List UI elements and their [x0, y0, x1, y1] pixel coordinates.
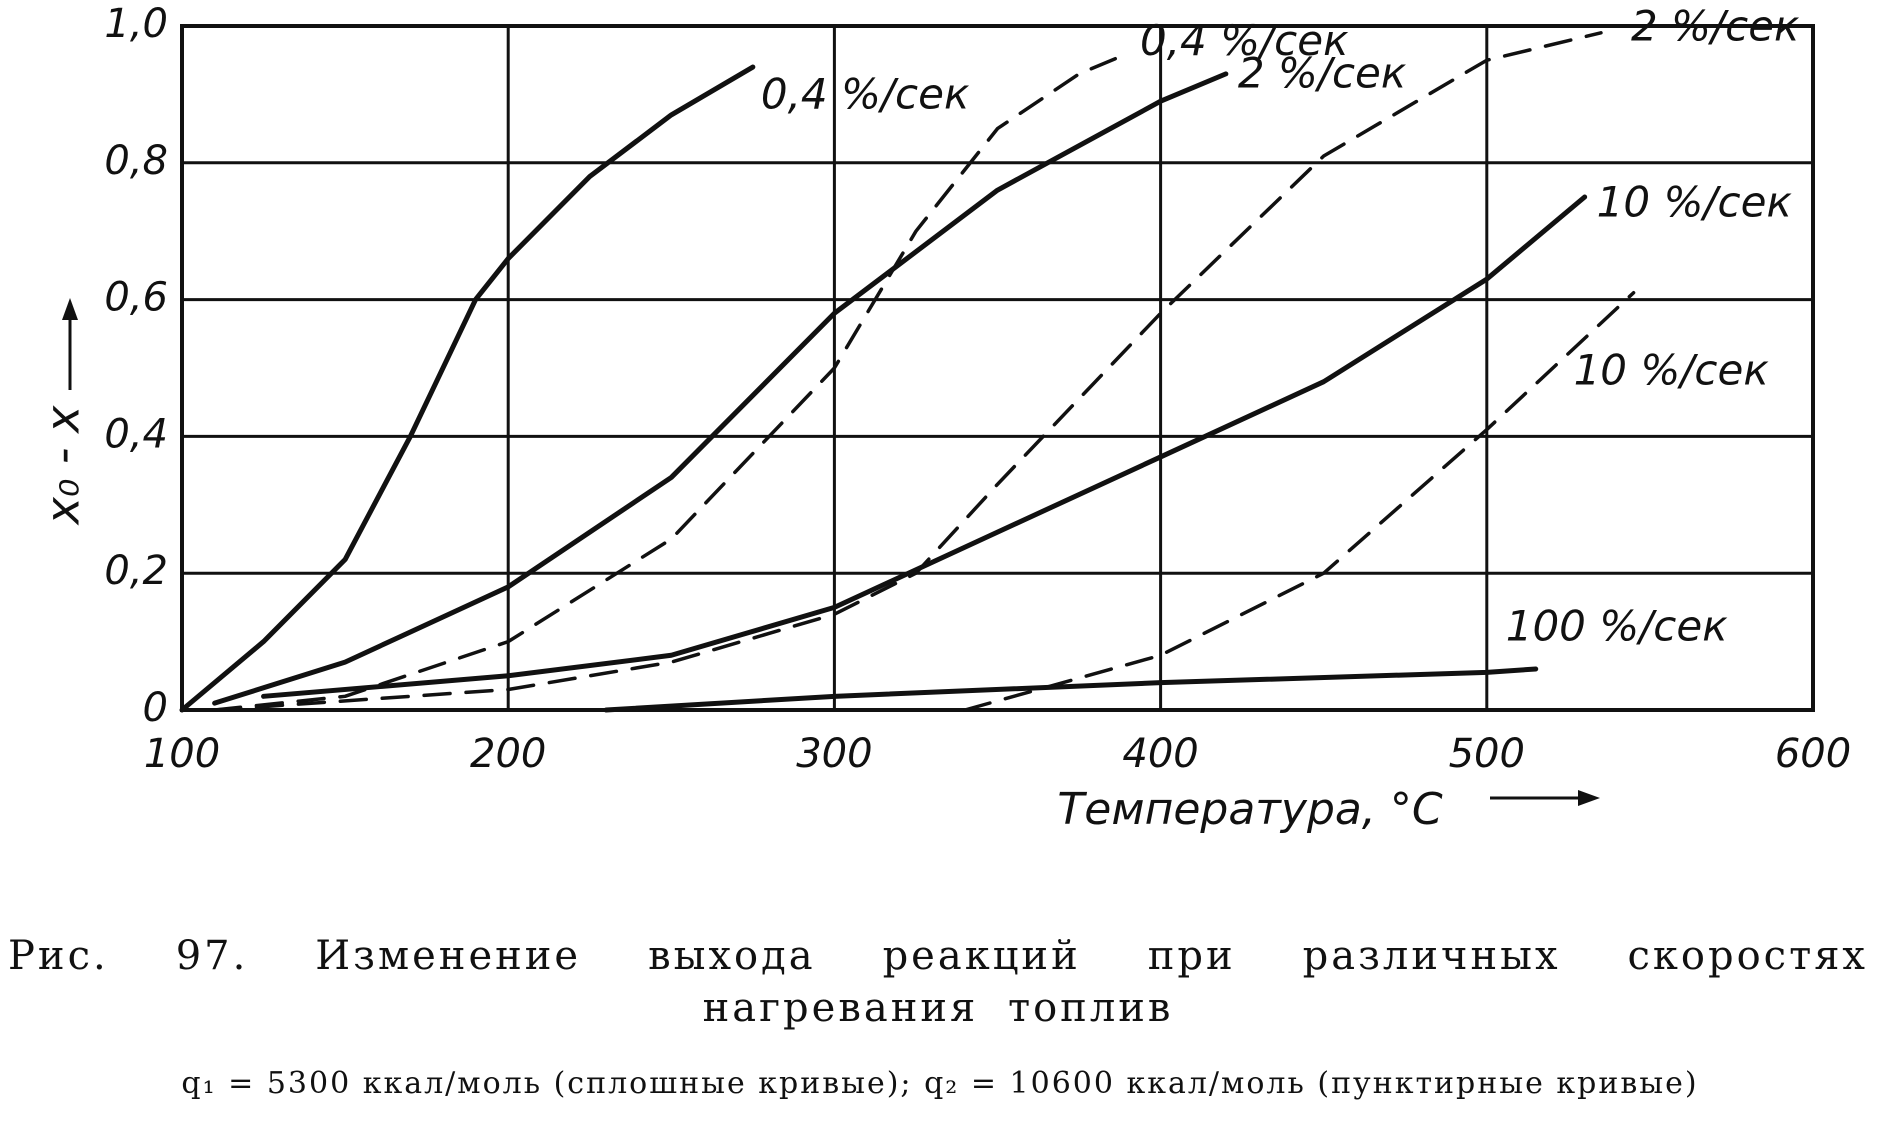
- y-tick-label: 0,4: [104, 411, 168, 457]
- caption: Рис. 97. Изменение выхода реакций при ра…: [8, 933, 1868, 1031]
- x-tick-label: 300: [796, 731, 872, 777]
- plot-frame: [180, 24, 1815, 712]
- curve: [261, 194, 1588, 699]
- subcaption: q₁ = 5300 ккал/моль (сплошные кривые); q…: [181, 1066, 1699, 1101]
- y-arrow-head: [62, 298, 78, 320]
- curve: [603, 666, 1539, 713]
- x-arrow-head: [1578, 790, 1600, 806]
- x-tick-label: 200: [470, 731, 546, 777]
- curve: [212, 31, 1603, 712]
- x-tick-label: 100: [144, 731, 220, 777]
- x-tick-label: 400: [1122, 731, 1198, 777]
- curve: [212, 51, 1130, 712]
- curve-label: 100 %/сек: [1506, 601, 1729, 650]
- curve: [212, 71, 1229, 706]
- curve-label: 10 %/сек: [1597, 178, 1793, 227]
- x-axis-label: Температура, °С: [1057, 784, 1442, 835]
- chart: Температура, °С x₀ - x 100 200 300 400 500 60…: [36, 1, 1852, 835]
- curve-label: 2 %/сек: [1238, 48, 1407, 97]
- curve-label: 0,4 %/сек: [761, 70, 970, 119]
- y-tick-label: 0: [143, 685, 168, 731]
- y-tick-label: 1,0: [104, 1, 168, 47]
- curve: [179, 64, 756, 713]
- curve-label: 10 %/сек: [1574, 345, 1770, 394]
- x-tick-label: 500: [1449, 731, 1525, 777]
- curve-label: 2 %/сек: [1631, 1, 1800, 50]
- x-tick-label: 600: [1775, 731, 1851, 777]
- y-tick-label: 0,2: [104, 548, 168, 594]
- curve-label: 0,4 %/сек: [1140, 16, 1349, 65]
- y-tick-label: 0,6: [104, 275, 168, 321]
- y-tick-label: 0,8: [104, 138, 168, 184]
- curve: [963, 291, 1636, 712]
- y-axis-label: x₀ - x: [36, 405, 90, 527]
